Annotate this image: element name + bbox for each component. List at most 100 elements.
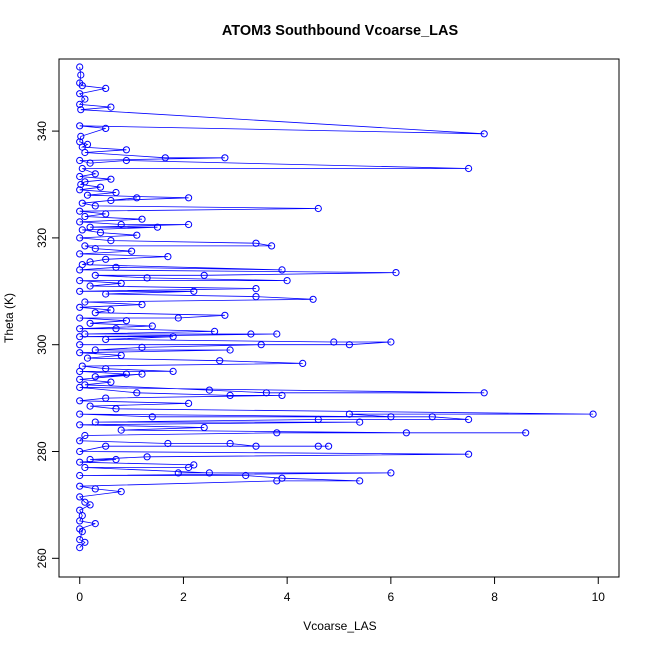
y-tick-label: 260 [35,548,49,568]
data-point [138,301,146,309]
data-point [96,183,105,191]
data-point [77,71,85,79]
data-point [102,335,110,343]
data-point [190,287,198,295]
data-point [86,258,94,266]
data-point [91,485,99,493]
data-point [76,122,84,130]
data-point [153,223,162,231]
data-point [76,349,84,357]
data-point [78,82,86,90]
data-point [86,223,94,231]
x-tick-label: 10 [592,590,606,604]
data-point [81,538,89,546]
data-point [164,253,172,261]
data-point [78,199,86,207]
data-point [76,383,84,391]
data-point [76,517,84,525]
data-point [76,314,84,322]
x-axis: 0 2 4 6 8 10 [76,577,605,604]
data-point [107,196,115,205]
data-point [314,415,322,424]
data-point [221,154,229,162]
data-point [174,469,182,477]
data-point [314,204,322,213]
data-point [107,175,115,183]
data-point [78,164,86,173]
series-line [78,66,594,548]
data-point [91,418,99,426]
data-point [91,202,99,210]
data-point [252,239,260,247]
data-point [91,346,99,354]
data-point [128,247,136,255]
data-point [107,378,115,386]
data-point [76,437,84,445]
data-point [76,333,84,341]
data-point [392,269,400,277]
data-point [102,84,110,93]
data-point [91,170,99,178]
data-point [133,231,141,239]
data-point [76,100,84,109]
data-point [257,341,265,349]
data-point [86,319,94,327]
data-point [112,263,120,271]
x-tick-label: 2 [180,590,187,604]
data-point [81,148,89,157]
data-point [76,303,84,311]
data-point [86,455,94,464]
data-point [107,103,115,111]
data-point [76,447,84,456]
data-point [78,226,86,234]
data-point [112,455,120,464]
data-point [262,389,270,397]
data-point [325,442,333,450]
data-point [169,367,177,375]
data-point [76,186,84,194]
data-point [205,469,213,477]
data-point [91,245,99,253]
data-point [143,453,151,461]
data-point [102,442,110,450]
data-point [216,357,224,365]
data-point [76,367,84,375]
data-point [122,146,131,154]
data-point [211,327,219,335]
data-point [76,325,84,333]
data-point [465,415,473,424]
data-point [268,242,276,250]
data-point [112,405,120,413]
data-point [76,277,84,285]
data-point [169,333,177,341]
data-point [480,130,488,138]
data-point [185,220,193,229]
data-point [143,274,151,282]
data-point [102,255,110,263]
data-point [91,373,99,381]
data-point [174,314,182,322]
data-point [242,471,250,480]
plot-area [76,63,597,552]
data-point [86,402,94,410]
data-point [185,194,193,202]
data-point [107,237,115,245]
data-point [76,156,84,165]
data-point [96,229,105,237]
data-point [465,164,473,173]
data-point [428,413,436,421]
data-point [102,124,110,132]
data-point [76,482,84,490]
x-tick-label: 6 [388,590,395,604]
x-tick-label: 4 [284,590,291,604]
data-point [122,370,131,378]
data-point [102,365,110,373]
data-point [81,242,89,250]
data-point [122,156,131,165]
data-point [387,413,395,421]
data-point [81,463,89,472]
data-point [112,188,120,197]
data-point [200,271,208,279]
data-point [252,442,260,450]
